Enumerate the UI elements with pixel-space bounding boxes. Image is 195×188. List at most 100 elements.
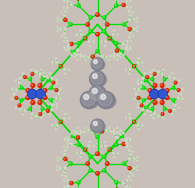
Circle shape — [115, 136, 119, 139]
Circle shape — [113, 152, 114, 153]
Circle shape — [70, 163, 71, 164]
Circle shape — [143, 99, 145, 102]
Circle shape — [47, 76, 48, 77]
Circle shape — [129, 36, 130, 38]
Circle shape — [68, 69, 70, 71]
Circle shape — [113, 130, 115, 131]
Circle shape — [126, 46, 128, 48]
Circle shape — [27, 89, 28, 90]
Circle shape — [150, 89, 159, 99]
Circle shape — [52, 62, 53, 63]
Circle shape — [174, 104, 177, 107]
Circle shape — [106, 163, 107, 164]
Circle shape — [94, 123, 95, 124]
Circle shape — [148, 89, 152, 92]
Circle shape — [70, 42, 73, 45]
Circle shape — [50, 87, 51, 88]
Circle shape — [74, 53, 75, 54]
Circle shape — [153, 84, 157, 87]
Circle shape — [121, 51, 123, 54]
Circle shape — [31, 69, 32, 70]
Circle shape — [96, 13, 99, 16]
Circle shape — [153, 117, 155, 119]
Circle shape — [76, 54, 78, 57]
Circle shape — [38, 101, 42, 104]
Circle shape — [178, 97, 179, 98]
Circle shape — [115, 144, 116, 145]
Circle shape — [66, 146, 69, 148]
Circle shape — [39, 84, 40, 86]
Circle shape — [113, 57, 115, 58]
Circle shape — [65, 36, 66, 38]
Circle shape — [77, 59, 79, 61]
Circle shape — [76, 131, 77, 132]
Circle shape — [64, 18, 67, 21]
Circle shape — [43, 89, 47, 92]
Circle shape — [61, 151, 63, 153]
Circle shape — [59, 158, 62, 160]
Circle shape — [100, 123, 101, 124]
Circle shape — [80, 55, 82, 57]
Circle shape — [98, 92, 112, 106]
Circle shape — [90, 63, 92, 65]
Circle shape — [178, 107, 179, 108]
Circle shape — [65, 149, 67, 150]
Circle shape — [158, 89, 168, 99]
Circle shape — [58, 93, 59, 95]
Circle shape — [106, 57, 107, 58]
Circle shape — [178, 107, 180, 108]
Circle shape — [47, 79, 50, 82]
Circle shape — [129, 117, 131, 120]
Circle shape — [142, 77, 144, 79]
Circle shape — [166, 96, 167, 98]
Circle shape — [52, 62, 54, 64]
Circle shape — [43, 72, 45, 74]
Circle shape — [163, 78, 166, 80]
Circle shape — [101, 94, 106, 100]
Circle shape — [64, 48, 66, 50]
Circle shape — [36, 71, 37, 72]
Circle shape — [61, 35, 63, 37]
Circle shape — [137, 124, 139, 127]
Circle shape — [56, 61, 58, 64]
Circle shape — [29, 78, 32, 80]
Circle shape — [18, 104, 21, 107]
Circle shape — [137, 89, 140, 91]
Circle shape — [122, 143, 125, 146]
Circle shape — [82, 92, 95, 106]
Circle shape — [15, 97, 18, 99]
Circle shape — [89, 16, 92, 19]
Circle shape — [161, 73, 164, 75]
Circle shape — [51, 77, 53, 79]
Circle shape — [182, 98, 183, 99]
Circle shape — [154, 101, 155, 102]
Circle shape — [72, 51, 74, 54]
Circle shape — [162, 69, 164, 71]
Circle shape — [51, 82, 54, 85]
Circle shape — [128, 27, 131, 30]
Circle shape — [129, 153, 132, 155]
Circle shape — [130, 146, 132, 148]
Circle shape — [56, 103, 58, 105]
Circle shape — [20, 108, 21, 110]
Circle shape — [83, 55, 84, 57]
Circle shape — [109, 149, 110, 150]
Circle shape — [113, 131, 115, 133]
Circle shape — [137, 83, 139, 85]
Circle shape — [113, 55, 114, 56]
Circle shape — [67, 44, 69, 46]
Circle shape — [125, 138, 127, 140]
Circle shape — [144, 114, 146, 115]
Circle shape — [158, 115, 160, 117]
Circle shape — [127, 137, 129, 138]
Circle shape — [169, 76, 170, 77]
Circle shape — [140, 81, 143, 84]
Circle shape — [171, 114, 173, 115]
Circle shape — [35, 71, 36, 72]
Circle shape — [64, 0, 66, 2]
Circle shape — [13, 93, 15, 95]
Circle shape — [164, 108, 165, 109]
Circle shape — [142, 78, 144, 80]
Circle shape — [108, 148, 111, 151]
Circle shape — [89, 30, 92, 33]
